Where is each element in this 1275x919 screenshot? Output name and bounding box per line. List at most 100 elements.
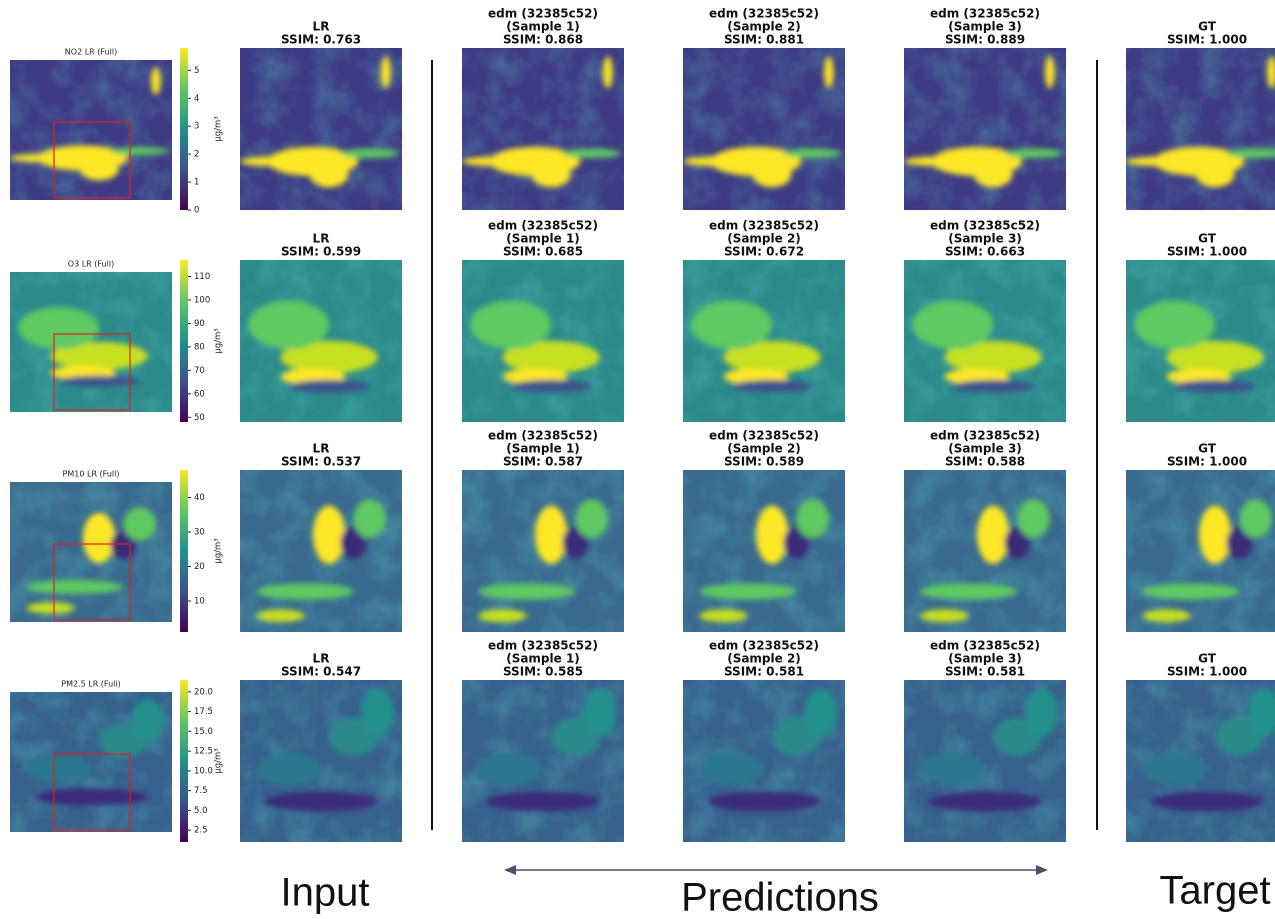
heatmap-feature [280,341,378,374]
panel-image [240,48,402,210]
panel-title: SSIM: 0.881 [724,33,804,47]
heatmap-feature [575,499,608,539]
panel-title: SSIM: 0.581 [724,665,804,679]
heatmap-feature [1174,379,1256,393]
heatmap-feature [288,379,370,393]
heatmap-features [10,67,169,181]
row: O3 LR (Full)5060708090100110μg/m³LRSSIM:… [10,219,1275,423]
panel-title: edm (32385c52) [709,219,819,233]
panel-image [683,260,845,422]
heatmap-feature [10,153,75,163]
heatmap-feature [920,752,985,786]
panel-title: SSIM: 1.000 [1167,33,1247,47]
panel-title: GT [1198,20,1217,34]
colorbar-tick-label: 10 [194,596,205,606]
full-title: O3 LR (Full) [68,260,114,269]
section-label: Target [1159,869,1270,913]
colorbar [180,48,188,210]
heatmap-feature [470,300,552,350]
heatmap-features [699,688,837,812]
full-image [10,60,172,200]
heatmap-feature [240,156,305,167]
colorbar [180,260,188,422]
heatmap-feature [699,609,748,623]
row: PM2.5 LR (Full) 2.5 5.0 7.5 10.0 12.5 15.0 17.5… [10,639,1275,842]
panel-title: SSIM: 0.663 [945,245,1025,259]
panel-title: (Sample 3) [948,652,1022,666]
panel-image [683,48,845,210]
heatmap-feature [731,379,813,393]
heatmap-feature [478,752,543,786]
panel-title: LR [313,442,330,456]
panel-title: (Sample 2) [727,20,801,34]
colorbar-tick-label: 4 [194,94,199,104]
heatmap-texture [1126,470,1275,632]
heatmap-feature [783,148,842,159]
colorbar-tick-label: 7.5 [194,786,208,796]
full-image [10,272,172,412]
heatmap-feature [699,583,797,600]
heatmap-feature [353,499,386,539]
heatmap-features [1134,300,1264,393]
heatmap-feature [783,526,810,560]
colorbar-tick-label: 5 [194,66,199,76]
panel-image [1126,680,1275,842]
heatmap-feature [1142,583,1240,600]
heatmap-features [470,300,600,393]
panel-title: (Sample 1) [506,232,580,246]
heatmap-feature [18,307,100,349]
heatmap-feature [26,755,91,783]
heatmap-features [920,499,1050,623]
heatmap-feature [562,148,621,159]
panel-title: SSIM: 1.000 [1167,245,1247,259]
panel-title: SSIM: 0.599 [281,245,361,259]
panel-image [683,470,845,632]
heatmap-feature [309,161,349,188]
colorbar [180,470,188,632]
colorbar-tick-label: 100 [194,295,210,305]
heatmap-feature [804,688,837,737]
heatmap-feature [683,156,748,167]
panel-title: SSIM: 0.585 [503,665,583,679]
heatmap-features [920,688,1058,812]
colorbar-tick-label: 3 [194,122,199,132]
heatmap-feature [340,148,399,159]
heatmap-feature [478,609,527,623]
panel-image [240,470,402,632]
double-arrow [504,865,1048,875]
panel-title: edm (32385c52) [930,7,1040,21]
heatmap-feature [1266,56,1275,89]
heatmap-feature [1239,499,1272,539]
section-label: Predictions [681,876,879,919]
heatmap-feature [82,512,116,564]
colorbar-tick-label: 30 [194,528,205,538]
heatmap-feature [264,791,378,812]
colorbar-tick-label: 110 [194,272,210,282]
colorbar-tick-label: 90 [194,319,205,329]
heatmap-feature [50,342,148,370]
heatmap-features [478,499,608,623]
panel-title: edm (32385c52) [488,7,598,21]
colorbar-tick-label: 10.0 [194,766,213,776]
panel-title: edm (32385c52) [488,219,598,233]
heatmap-feature [1004,526,1031,560]
panel-title: GT [1198,232,1217,246]
crop-box [53,121,131,199]
heatmap-feature [1004,148,1063,159]
heatmap-feature [1226,526,1253,560]
panel-title: (Sample 3) [948,442,1022,456]
heatmap-feature [79,158,119,181]
heatmap-feature [1198,505,1232,564]
heatmap-feature [1025,688,1058,737]
panel-title: edm (32385c52) [488,429,598,443]
heatmap-feature [944,341,1042,374]
heatmap-feature [562,526,589,560]
heatmap-features [26,699,164,806]
panel-title: (Sample 3) [948,232,1022,246]
heatmap-feature [361,688,394,737]
heatmap-features [1142,499,1272,623]
colorbar-tick-label: 60 [194,389,205,399]
panel-title: edm (32385c52) [488,639,598,653]
panel-image [240,680,402,842]
